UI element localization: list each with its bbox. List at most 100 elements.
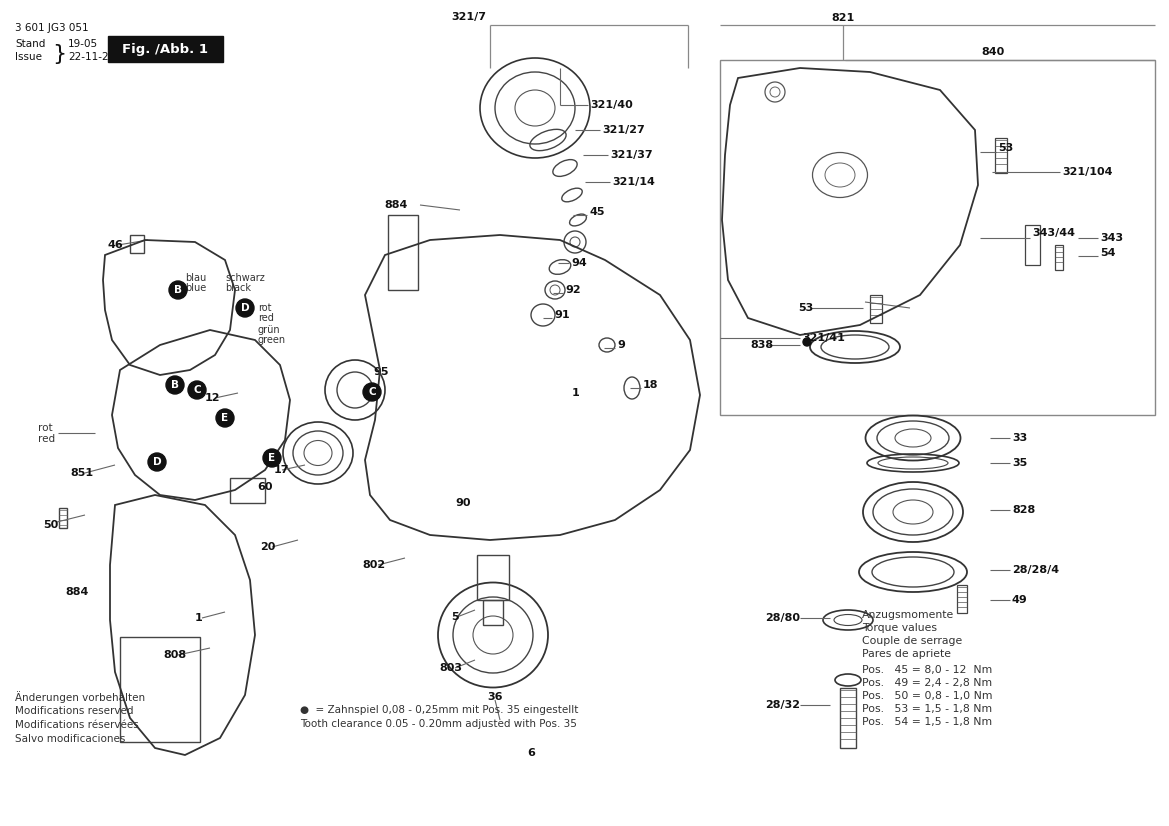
Text: C: C — [193, 385, 201, 395]
Text: Pos.   49 = 2,4 - 2,8 Nm: Pos. 49 = 2,4 - 2,8 Nm — [862, 678, 992, 688]
Text: 343/44: 343/44 — [1032, 228, 1075, 238]
Text: Issue: Issue — [15, 52, 42, 62]
Text: 840: 840 — [981, 47, 1004, 57]
Text: 91: 91 — [554, 310, 569, 320]
Text: 343: 343 — [1100, 233, 1123, 243]
Text: Couple de serrage: Couple de serrage — [862, 636, 962, 646]
Bar — [130, 235, 144, 253]
Text: 12: 12 — [205, 393, 221, 403]
Text: D: D — [241, 303, 249, 313]
Text: Pos.   54 = 1,5 - 1,8 Nm: Pos. 54 = 1,5 - 1,8 Nm — [862, 717, 992, 727]
Text: Modifications réservées: Modifications réservées — [15, 720, 139, 730]
Text: ●  = Zahnspiel 0,08 - 0,25mm mit Pos. 35 eingestellt: ● = Zahnspiel 0,08 - 0,25mm mit Pos. 35 … — [300, 705, 579, 715]
Text: 50: 50 — [43, 520, 58, 530]
Circle shape — [803, 338, 811, 346]
Bar — [388, 215, 419, 290]
Text: Pos.   50 = 0,8 - 1,0 Nm: Pos. 50 = 0,8 - 1,0 Nm — [862, 691, 992, 701]
Circle shape — [216, 409, 234, 427]
Text: 1: 1 — [195, 613, 202, 623]
Text: 20: 20 — [260, 542, 276, 552]
Text: 321/104: 321/104 — [1061, 167, 1113, 177]
Text: 60: 60 — [257, 482, 272, 492]
Text: 3 601 JG3 051: 3 601 JG3 051 — [15, 23, 89, 33]
Text: 95: 95 — [373, 367, 388, 377]
Circle shape — [188, 381, 206, 399]
Bar — [230, 478, 265, 503]
Text: Modifications reserved: Modifications reserved — [15, 706, 133, 716]
Circle shape — [170, 281, 187, 299]
Text: blau: blau — [185, 273, 206, 283]
Circle shape — [148, 453, 166, 471]
Text: 321/41: 321/41 — [802, 333, 845, 343]
Bar — [477, 555, 509, 600]
Text: 5: 5 — [451, 612, 458, 622]
Text: Pares de apriete: Pares de apriete — [862, 649, 952, 659]
Text: B: B — [174, 285, 182, 295]
Bar — [1025, 225, 1040, 265]
Bar — [995, 138, 1007, 173]
Text: 90: 90 — [455, 498, 470, 508]
Bar — [720, 60, 1155, 415]
Text: 17: 17 — [274, 465, 290, 475]
Text: B: B — [171, 380, 179, 390]
Text: 884: 884 — [385, 200, 408, 210]
Text: 35: 35 — [1012, 458, 1028, 468]
Text: 28/80: 28/80 — [765, 613, 800, 623]
Text: 884: 884 — [65, 587, 89, 597]
Text: 802: 802 — [362, 560, 385, 570]
Circle shape — [263, 449, 281, 467]
Text: blue: blue — [185, 283, 206, 293]
Text: Pos.   53 = 1,5 - 1,8 Nm: Pos. 53 = 1,5 - 1,8 Nm — [862, 704, 992, 714]
Circle shape — [166, 376, 184, 394]
Text: 22-11-23: 22-11-23 — [68, 52, 116, 62]
Text: 53: 53 — [998, 143, 1014, 153]
Text: 321/40: 321/40 — [590, 100, 632, 110]
Text: 851: 851 — [70, 468, 94, 478]
Text: Tooth clearance 0.05 - 0.20mm adjusted with Pos. 35: Tooth clearance 0.05 - 0.20mm adjusted w… — [300, 719, 576, 729]
Text: red: red — [39, 434, 55, 444]
Text: rot: rot — [258, 303, 271, 313]
Text: 92: 92 — [565, 285, 581, 295]
Text: Fig. /Abb. 1: Fig. /Abb. 1 — [122, 42, 208, 55]
Text: red: red — [258, 313, 274, 323]
Bar — [841, 688, 856, 748]
Text: E: E — [269, 453, 276, 463]
Text: 28/28/4: 28/28/4 — [1012, 565, 1059, 575]
Text: Pos.   45 = 8,0 - 12  Nm: Pos. 45 = 8,0 - 12 Nm — [862, 665, 992, 675]
Bar — [58, 508, 67, 528]
Text: schwarz: schwarz — [224, 273, 264, 283]
Text: 45: 45 — [589, 207, 604, 217]
Text: Stand: Stand — [15, 39, 46, 49]
Text: 821: 821 — [831, 13, 855, 23]
Text: black: black — [224, 283, 251, 293]
Circle shape — [236, 299, 254, 317]
Text: C: C — [368, 387, 375, 397]
Text: 94: 94 — [570, 258, 587, 268]
Text: 6: 6 — [527, 748, 535, 758]
Bar — [1054, 245, 1063, 270]
Text: }: } — [51, 44, 67, 64]
Text: D: D — [153, 457, 161, 467]
Text: 803: 803 — [440, 663, 462, 673]
Text: 321/7: 321/7 — [451, 12, 486, 22]
Bar — [870, 295, 881, 323]
Text: 19-05: 19-05 — [68, 39, 98, 49]
Text: green: green — [258, 335, 286, 345]
Bar — [957, 585, 967, 613]
Text: 808: 808 — [162, 650, 186, 660]
Text: 828: 828 — [1012, 505, 1036, 515]
Text: Änderungen vorbehalten: Änderungen vorbehalten — [15, 691, 145, 703]
Text: 54: 54 — [1100, 248, 1115, 258]
Text: 838: 838 — [750, 340, 773, 350]
Text: E: E — [221, 413, 229, 423]
Text: 18: 18 — [643, 380, 658, 390]
Bar — [483, 600, 503, 625]
Circle shape — [364, 383, 381, 401]
Text: 1: 1 — [572, 388, 580, 398]
Text: 33: 33 — [1012, 433, 1028, 443]
Text: 321/37: 321/37 — [610, 150, 652, 160]
Text: Anzugsmomente: Anzugsmomente — [862, 610, 954, 620]
Text: 9: 9 — [617, 340, 625, 350]
Text: Salvo modificaciones: Salvo modificaciones — [15, 734, 125, 744]
Text: 321/27: 321/27 — [602, 125, 645, 135]
